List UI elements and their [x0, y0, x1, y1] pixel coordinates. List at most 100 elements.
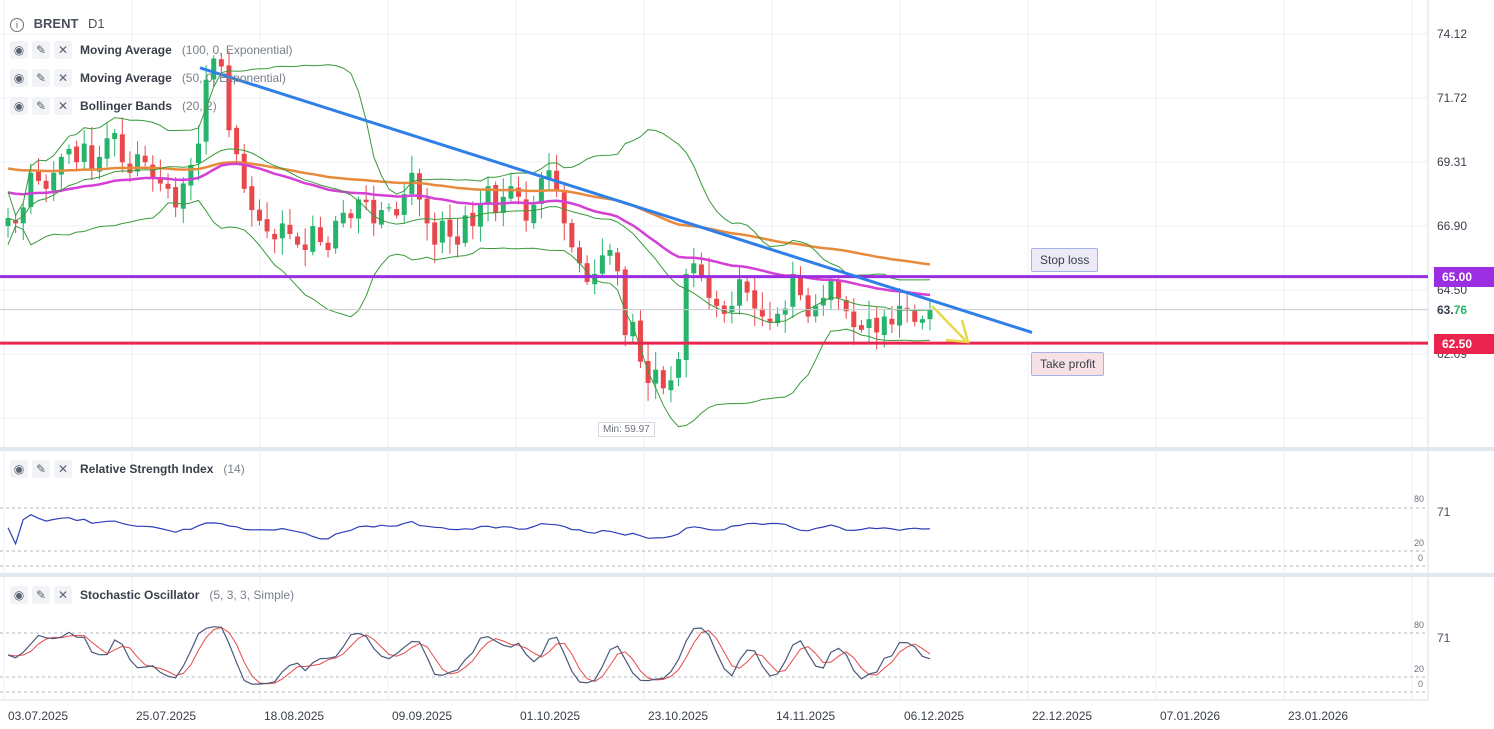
- candle-body: [828, 279, 834, 301]
- stoch-d-line: [7, 626, 931, 685]
- stoch-level-20: 20: [1414, 664, 1425, 674]
- candle-body: [691, 263, 697, 274]
- candle-body: [462, 215, 468, 243]
- take-profit-price-tag: 62.50: [1434, 334, 1494, 354]
- candle-body: [569, 223, 575, 248]
- candle-body: [714, 298, 720, 306]
- stoch-level-0: 0: [1418, 679, 1424, 689]
- candle-body: [516, 187, 522, 197]
- panel-separator: [0, 573, 1494, 577]
- candle-body: [759, 308, 765, 317]
- candle-body: [317, 227, 323, 243]
- candle-body: [889, 318, 895, 325]
- eye-icon[interactable]: ◉: [10, 586, 28, 604]
- candle-body: [927, 309, 933, 320]
- eye-icon[interactable]: ◉: [10, 97, 28, 115]
- candle-body: [805, 295, 811, 317]
- candle-body: [531, 204, 537, 224]
- take-profit-box[interactable]: Take profit: [1031, 352, 1105, 376]
- candle-body: [203, 79, 209, 142]
- candle-body: [477, 204, 483, 227]
- candle-body: [325, 242, 331, 250]
- date-tick: 01.10.2025: [520, 709, 581, 723]
- indicator-name: Stochastic Oscillator: [80, 588, 200, 602]
- candle-body: [211, 58, 217, 80]
- candle-body: [157, 177, 163, 184]
- candle-body: [432, 222, 438, 245]
- rsi-level-80: 80: [1414, 494, 1425, 504]
- indicator-row-ema50: ◉ ✎ ✕ Moving Average (50, 0, Exponential…: [10, 68, 286, 88]
- indicator-name: Bollinger Bands: [80, 99, 173, 113]
- eye-icon[interactable]: ◉: [10, 460, 28, 478]
- eye-icon[interactable]: ◉: [10, 41, 28, 59]
- close-icon[interactable]: ✕: [54, 97, 72, 115]
- candle-body: [173, 187, 179, 208]
- candle-body: [683, 273, 689, 361]
- candle-body: [150, 164, 156, 179]
- candle-body: [241, 153, 247, 189]
- indicator-name: Relative Strength Index: [80, 462, 214, 476]
- candle-body: [767, 318, 773, 322]
- candle-body: [81, 143, 87, 162]
- info-icon[interactable]: i: [10, 18, 24, 32]
- candle-body: [615, 252, 621, 272]
- candle-body: [729, 305, 735, 313]
- current-price-label: 63.76: [1437, 303, 1468, 317]
- candle-body: [363, 199, 369, 203]
- price-tick: 71.72: [1437, 91, 1468, 105]
- candle-body: [272, 233, 278, 240]
- wrench-icon[interactable]: ✎: [32, 97, 50, 115]
- candle-body: [142, 155, 148, 163]
- candle-body: [386, 207, 392, 209]
- candle-body: [218, 59, 224, 67]
- bollinger-upper: [7, 64, 931, 281]
- price-tick: 74.12: [1437, 27, 1468, 41]
- candle-body: [660, 370, 666, 389]
- candle-body: [523, 199, 529, 221]
- candle-body: [295, 236, 301, 245]
- candle-body: [74, 146, 80, 163]
- candle-body: [508, 186, 514, 199]
- candle-body: [96, 156, 102, 172]
- candle-body: [782, 308, 788, 315]
- candle-body: [904, 307, 910, 309]
- close-icon[interactable]: ✕: [54, 586, 72, 604]
- candle-body: [851, 311, 857, 328]
- candle-body: [302, 244, 308, 250]
- eye-icon[interactable]: ◉: [10, 69, 28, 87]
- candle-body: [340, 212, 346, 224]
- stop-loss-box[interactable]: Stop loss: [1031, 248, 1099, 272]
- wrench-icon[interactable]: ✎: [32, 460, 50, 478]
- candle-body: [912, 311, 918, 322]
- candle-body: [455, 236, 461, 245]
- candle-body: [424, 198, 430, 224]
- candle-body: [287, 224, 293, 235]
- close-icon[interactable]: ✕: [54, 460, 72, 478]
- candle-body: [470, 212, 476, 227]
- candle-body: [653, 369, 659, 384]
- price-tick: 69.31: [1437, 155, 1468, 169]
- candle-body: [165, 183, 171, 189]
- indicator-params: (5, 3, 3, Simple): [209, 588, 295, 602]
- candle-body: [135, 154, 141, 172]
- candle-body: [249, 186, 255, 211]
- candle-body: [622, 269, 628, 336]
- indicator-row-stochastic: ◉ ✎ ✕ Stochastic Oscillator (5, 3, 3, Si…: [10, 585, 294, 605]
- wrench-icon[interactable]: ✎: [32, 586, 50, 604]
- candle-body: [897, 305, 903, 326]
- candle-body: [668, 380, 674, 391]
- date-tick: 06.12.2025: [904, 709, 965, 723]
- candle-body: [858, 325, 864, 330]
- close-icon[interactable]: ✕: [54, 69, 72, 87]
- candle-body: [58, 156, 64, 175]
- candle-body: [66, 148, 72, 155]
- date-tick: 23.01.2026: [1288, 709, 1349, 723]
- wrench-icon[interactable]: ✎: [32, 41, 50, 59]
- candle-body: [584, 263, 590, 282]
- chart-header: i BRENT D1: [10, 16, 105, 32]
- close-icon[interactable]: ✕: [54, 41, 72, 59]
- wrench-icon[interactable]: ✎: [32, 69, 50, 87]
- candle-body: [866, 319, 872, 328]
- candle-body: [813, 305, 819, 317]
